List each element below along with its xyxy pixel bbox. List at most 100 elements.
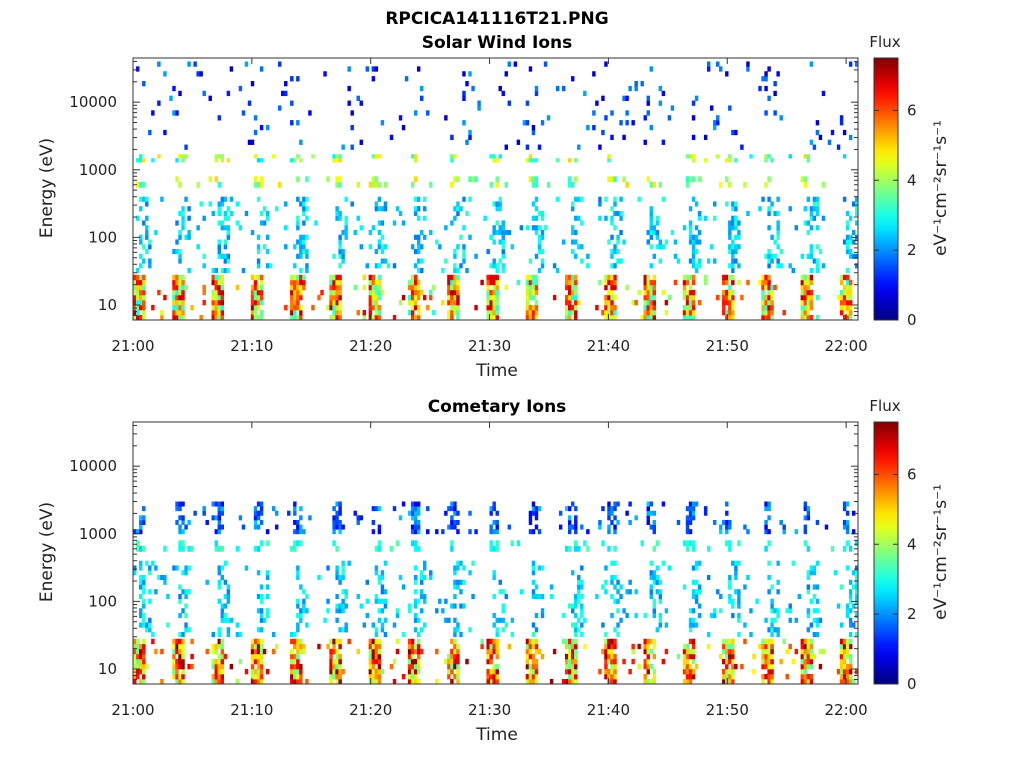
heatmap-cell xyxy=(290,120,294,126)
heatmap-cell xyxy=(374,643,379,650)
heatmap-cell xyxy=(435,608,439,614)
heatmap-cell xyxy=(377,648,382,655)
heatmap-cell xyxy=(160,574,164,581)
heatmap-cell xyxy=(788,154,792,159)
heatmap-cell xyxy=(734,201,738,207)
heatmap-cell xyxy=(821,215,826,221)
heatmap-cell xyxy=(489,506,493,512)
heatmap-cell xyxy=(413,263,418,269)
heatmap-cell xyxy=(676,653,681,660)
heatmap-cell xyxy=(368,274,373,281)
heatmap-cell xyxy=(574,658,578,665)
heatmap-cell xyxy=(492,668,496,675)
heatmap-cell xyxy=(580,608,584,614)
heatmap-cell xyxy=(613,294,617,301)
heatmap-cell xyxy=(537,210,542,217)
heatmap-cell xyxy=(586,253,590,259)
heatmap-cell xyxy=(145,215,149,221)
heatmap-cell xyxy=(809,598,814,604)
heatmap-cell xyxy=(256,181,261,188)
heatmap-cell xyxy=(815,244,820,250)
heatmap-cell xyxy=(142,158,146,163)
heatmap-cell xyxy=(299,201,303,207)
heatmap-cell xyxy=(601,129,605,136)
heatmap-cell xyxy=(136,540,140,547)
heatmap-cell xyxy=(580,593,584,600)
heatmap-cell xyxy=(332,529,336,535)
heatmap-cell xyxy=(767,284,771,291)
colorbar-tick-label: 4 xyxy=(907,535,917,553)
heatmap-cell xyxy=(217,244,221,250)
heatmap-cell xyxy=(190,653,194,660)
heatmap-cell xyxy=(821,90,826,97)
heatmap-cell xyxy=(845,663,850,670)
heatmap-cell xyxy=(341,248,345,255)
heatmap-cell xyxy=(380,570,385,576)
heatmap-cell xyxy=(607,239,611,245)
heatmap-cell xyxy=(495,510,499,516)
heatmap-cell xyxy=(377,181,382,188)
heatmap-cell xyxy=(335,294,339,301)
heatmap-cell xyxy=(329,638,333,645)
heatmap-cell xyxy=(691,622,696,628)
heatmap-cell xyxy=(613,678,617,685)
heatmap-cell xyxy=(274,206,279,212)
heatmap-cell xyxy=(806,653,811,660)
heatmap-cell xyxy=(604,638,608,645)
heatmap-cell xyxy=(371,506,376,512)
heatmap-cell xyxy=(456,579,460,585)
heatmap-cell xyxy=(450,154,454,159)
heatmap-cell xyxy=(139,299,143,306)
heatmap-cell xyxy=(540,263,545,269)
heatmap-cell xyxy=(290,663,294,670)
heatmap-cell xyxy=(534,90,539,97)
heatmap-cell xyxy=(407,668,412,675)
heatmap-cell xyxy=(178,279,182,286)
heatmap-cell xyxy=(371,66,376,72)
heatmap-cell xyxy=(610,234,614,240)
heatmap-cell xyxy=(181,658,185,665)
heatmap-cell xyxy=(628,589,632,595)
heatmap-cell xyxy=(688,154,693,159)
heatmap-cell xyxy=(217,304,221,311)
heatmap-cell xyxy=(531,314,536,321)
heatmap-cell xyxy=(456,648,460,655)
heatmap-cell xyxy=(338,519,342,525)
heatmap-cell xyxy=(670,229,675,236)
heatmap-cell xyxy=(344,220,348,226)
heatmap-cell xyxy=(604,299,608,306)
heatmap-cell xyxy=(610,510,614,516)
heatmap-cell xyxy=(362,314,366,321)
heatmap-cell xyxy=(395,612,400,619)
heatmap-cell xyxy=(214,304,218,311)
heatmap-cell xyxy=(226,215,231,221)
heatmap-cell xyxy=(806,304,811,311)
heatmap-cell xyxy=(181,158,185,163)
heatmap-cell xyxy=(613,274,617,281)
heatmap-cell xyxy=(214,663,218,670)
heatmap-cell xyxy=(586,124,590,131)
heatmap-cell xyxy=(426,304,430,311)
heatmap-cell xyxy=(737,234,741,240)
heatmap-cell xyxy=(302,201,306,207)
heatmap-cell xyxy=(410,540,415,547)
heatmap-cell xyxy=(413,589,418,595)
heatmap-cell xyxy=(139,529,143,535)
heatmap-cell xyxy=(329,648,333,655)
heatmap-cell xyxy=(489,304,493,311)
heatmap-cell xyxy=(664,299,669,306)
heatmap-cell xyxy=(296,658,300,665)
heatmap-cell xyxy=(697,176,702,183)
heatmap-cell xyxy=(172,673,176,680)
heatmap-cell xyxy=(546,115,551,121)
heatmap-cell xyxy=(371,299,376,306)
heatmap-cell xyxy=(296,598,300,604)
colorbar-scale xyxy=(873,57,899,321)
heatmap-cell xyxy=(377,579,382,585)
heatmap-cell xyxy=(335,570,339,576)
heatmap-cell xyxy=(296,294,300,301)
heatmap-cell xyxy=(842,673,847,680)
heatmap-cell xyxy=(444,510,448,516)
heatmap-cell xyxy=(773,239,777,245)
heatmap-cell xyxy=(764,545,768,552)
